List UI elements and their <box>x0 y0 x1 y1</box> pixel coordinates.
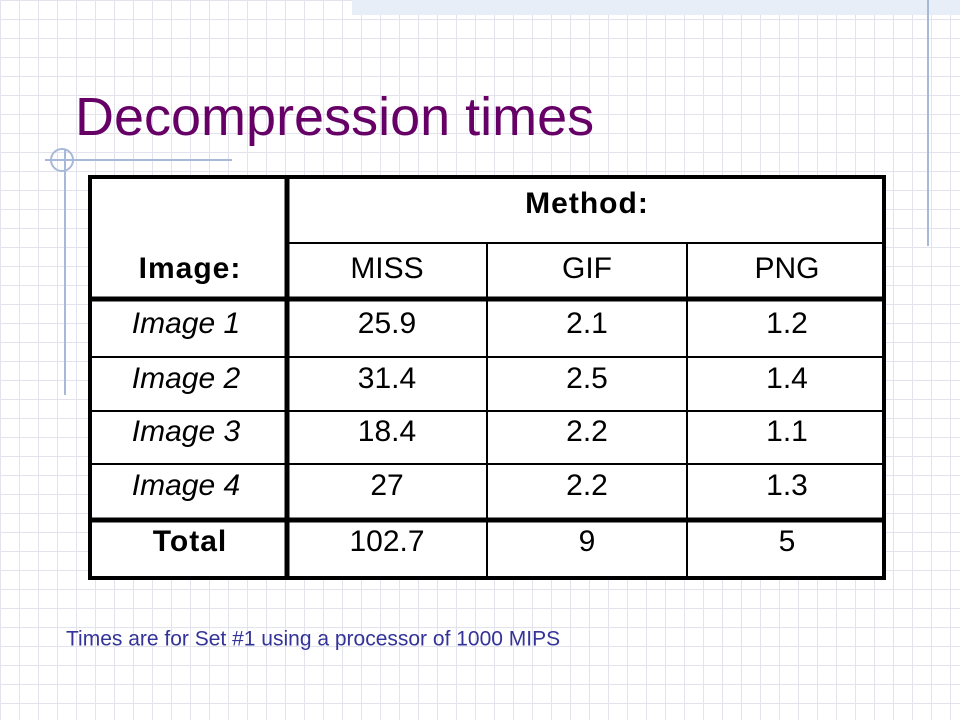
row-label: Image 2 <box>132 362 241 395</box>
cell-value: 1.3 <box>766 469 808 502</box>
slide-title: Decompression times <box>75 87 594 147</box>
cell-value: 2.1 <box>566 307 608 340</box>
column-header: MISS <box>350 252 423 285</box>
cell-value: 1.2 <box>766 307 808 340</box>
row-label: Image 4 <box>132 469 240 502</box>
total-value: 5 <box>779 525 796 558</box>
cell-value: 18.4 <box>358 415 416 448</box>
cell-value: 2.5 <box>566 362 608 395</box>
row-header: Image: <box>139 252 242 285</box>
column-header: PNG <box>754 252 819 285</box>
cell-value: 2.2 <box>566 415 608 448</box>
cell-value: 1.1 <box>766 415 808 448</box>
column-header: GIF <box>562 252 612 285</box>
cell-value: 1.4 <box>766 362 808 395</box>
group-header: Method: <box>525 187 649 220</box>
cell-value: 2.2 <box>566 469 608 502</box>
top-band <box>352 0 960 15</box>
row-label: Image 1 <box>132 307 240 340</box>
total-label: Total <box>153 525 227 558</box>
data-table: Method: Image: MISS GIF PNG Image 1 25.9 2.1 1… <box>88 175 886 580</box>
rule-circle <box>50 148 74 172</box>
cell-value: 27 <box>370 469 403 502</box>
cell-value: 31.4 <box>358 362 416 395</box>
total-value: 9 <box>579 525 596 558</box>
footnote: Times are for Set #1 using a processor o… <box>66 628 560 651</box>
total-value: 102.7 <box>349 525 424 558</box>
cell-value: 25.9 <box>358 307 416 340</box>
row-label: Image 3 <box>132 415 241 448</box>
